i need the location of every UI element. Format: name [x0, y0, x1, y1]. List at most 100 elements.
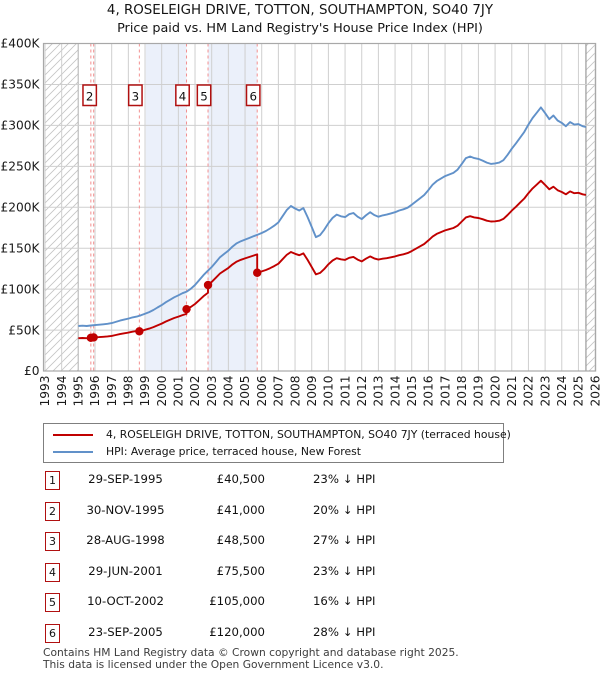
svg-text:2015: 2015 [405, 376, 419, 407]
transaction-row: 4 29-JUN-2001 £75,500 23% ↓ HPI [43, 562, 583, 583]
svg-text:£100K: £100K [0, 282, 40, 296]
svg-text:£150K: £150K [0, 241, 40, 255]
property-series-line [78, 179, 587, 340]
y-axis-tick-labels: £0 £50K £100K £150K £200K £250K £300K £350K £400… [0, 37, 40, 379]
svg-text:4: 4 [179, 89, 187, 103]
svg-text:2006: 2006 [255, 376, 269, 407]
svg-text:2025: 2025 [572, 376, 586, 407]
footer-line-2: This data is licensed under the Open Gov… [43, 657, 384, 671]
hpi-series-label: HPI: Average price, terraced house, New … [106, 445, 361, 458]
page-title: 4, ROSELEIGH DRIVE, TOTTON, SOUTHAMPTON,… [106, 3, 494, 18]
sale-markers [86, 268, 262, 343]
svg-text:2011: 2011 [338, 376, 352, 407]
svg-text:2016: 2016 [422, 376, 436, 407]
svg-text:2008: 2008 [288, 376, 302, 407]
svg-text:£0: £0 [24, 364, 40, 378]
transaction-number-badge: 3 [45, 532, 60, 551]
svg-text:2014: 2014 [388, 375, 402, 406]
svg-text:2: 2 [86, 89, 94, 103]
property-series-swatch [53, 433, 93, 436]
svg-text:2020: 2020 [488, 376, 502, 407]
svg-text:2021: 2021 [505, 376, 519, 407]
svg-text:1994: 1994 [55, 375, 69, 406]
hpi-series-line [78, 106, 587, 327]
transaction-number-badge: 5 [45, 593, 60, 612]
transaction-row: 3 28-AUG-1998 £48,500 27% ↓ HPI [43, 532, 583, 552]
x-axis-tick-labels: 1993 1994 1995 1996 1997 1998 1999 2000 2001 2002… [38, 375, 600, 406]
transaction-vs-hpi: 23% ↓ HPI [313, 563, 376, 578]
transaction-number-badge: 2 [45, 501, 60, 521]
svg-text:2010: 2010 [322, 376, 336, 407]
svg-text:1993: 1993 [38, 376, 52, 407]
property-series-label: 4, ROSELEIGH DRIVE, TOTTON, SOUTHAMPTON,… [106, 428, 511, 441]
transaction-price: £75,500 [216, 563, 265, 578]
transaction-price: £40,500 [216, 472, 265, 486]
transaction-price: £48,500 [216, 533, 265, 547]
svg-text:2012: 2012 [355, 376, 369, 407]
svg-text:3: 3 [132, 89, 140, 103]
svg-text:2017: 2017 [438, 376, 452, 407]
transaction-number-badge: 4 [45, 562, 60, 582]
svg-text:2026: 2026 [588, 376, 600, 407]
transaction-date: 10-OCT-2002 [87, 594, 164, 608]
svg-text:1996: 1996 [88, 376, 102, 407]
transaction-price: £105,000 [209, 594, 265, 608]
svg-text:£300K: £300K [0, 119, 40, 133]
svg-text:2024: 2024 [555, 375, 569, 406]
svg-text:2005: 2005 [238, 376, 252, 407]
transaction-vs-hpi: 23% ↓ HPI [313, 472, 376, 486]
transaction-date: 29-SEP-1995 [88, 472, 163, 486]
transaction-number-badge: 6 [45, 623, 60, 643]
transaction-row: 2 30-NOV-1995 £41,000 20% ↓ HPI [43, 501, 583, 522]
transaction-row: 5 10-OCT-2002 £105,000 16% ↓ HPI [43, 593, 583, 613]
transaction-price: £120,000 [209, 624, 265, 639]
transaction-date: 23-SEP-2005 [88, 624, 163, 639]
svg-text:2013: 2013 [372, 376, 386, 407]
svg-text:2001: 2001 [172, 376, 186, 407]
license-footer: Contains HM Land Registry data © Crown c… [43, 647, 459, 670]
svg-text:2002: 2002 [188, 376, 202, 407]
svg-text:£200K: £200K [0, 200, 40, 214]
transaction-date: 29-JUN-2001 [88, 563, 163, 578]
svg-text:5: 5 [200, 89, 208, 103]
price-chart-plot: £0 £50K £100K £150K £200K £250K £300K £350K £400… [0, 37, 600, 407]
transaction-vs-hpi: 16% ↓ HPI [313, 594, 376, 608]
transaction-row: 6 23-SEP-2005 £120,000 28% ↓ HPI [43, 623, 583, 644]
gridlines [43, 43, 596, 371]
svg-text:1995: 1995 [72, 376, 86, 407]
hpi-series-swatch [53, 450, 93, 453]
legend-row-hpi: HPI: Average price, terraced house, New … [44, 443, 503, 460]
svg-text:2019: 2019 [472, 376, 486, 407]
svg-text:2000: 2000 [155, 376, 169, 407]
svg-text:2004: 2004 [222, 375, 236, 406]
svg-text:£250K: £250K [0, 160, 40, 174]
svg-text:2007: 2007 [272, 376, 286, 407]
footer-line-1: Contains HM Land Registry data © Crown c… [43, 646, 459, 659]
transaction-date: 28-AUG-1998 [86, 533, 165, 547]
svg-text:1999: 1999 [138, 376, 152, 407]
page-subtitle: Price paid vs. HM Land Registry's House … [117, 21, 483, 36]
transaction-date: 30-NOV-1995 [86, 502, 165, 517]
svg-text:2022: 2022 [522, 376, 536, 407]
svg-text:£350K: £350K [0, 78, 40, 92]
svg-text:1998: 1998 [122, 376, 136, 407]
transaction-price: £41,000 [216, 502, 265, 517]
svg-text:2003: 2003 [205, 376, 219, 407]
svg-text:£400K: £400K [0, 37, 40, 51]
transaction-row: 1 29-SEP-1995 £40,500 23% ↓ HPI [43, 471, 583, 491]
plot-frame [42, 42, 597, 372]
transaction-vs-hpi: 27% ↓ HPI [313, 533, 376, 547]
svg-text:2018: 2018 [455, 376, 469, 407]
transaction-vs-hpi: 28% ↓ HPI [313, 624, 376, 639]
svg-text:6: 6 [249, 89, 257, 103]
svg-text:2009: 2009 [305, 376, 319, 407]
svg-text:£50K: £50K [8, 323, 40, 337]
svg-text:2023: 2023 [538, 376, 552, 407]
legend-row-property: 4, ROSELEIGH DRIVE, TOTTON, SOUTHAMPTON,… [44, 426, 511, 443]
transaction-number-badge: 1 [45, 471, 60, 490]
svg-text:1997: 1997 [105, 376, 119, 407]
chart-legend: 4, ROSELEIGH DRIVE, TOTTON, SOUTHAMPTON,… [43, 423, 511, 463]
transaction-vs-hpi: 20% ↓ HPI [313, 502, 376, 517]
